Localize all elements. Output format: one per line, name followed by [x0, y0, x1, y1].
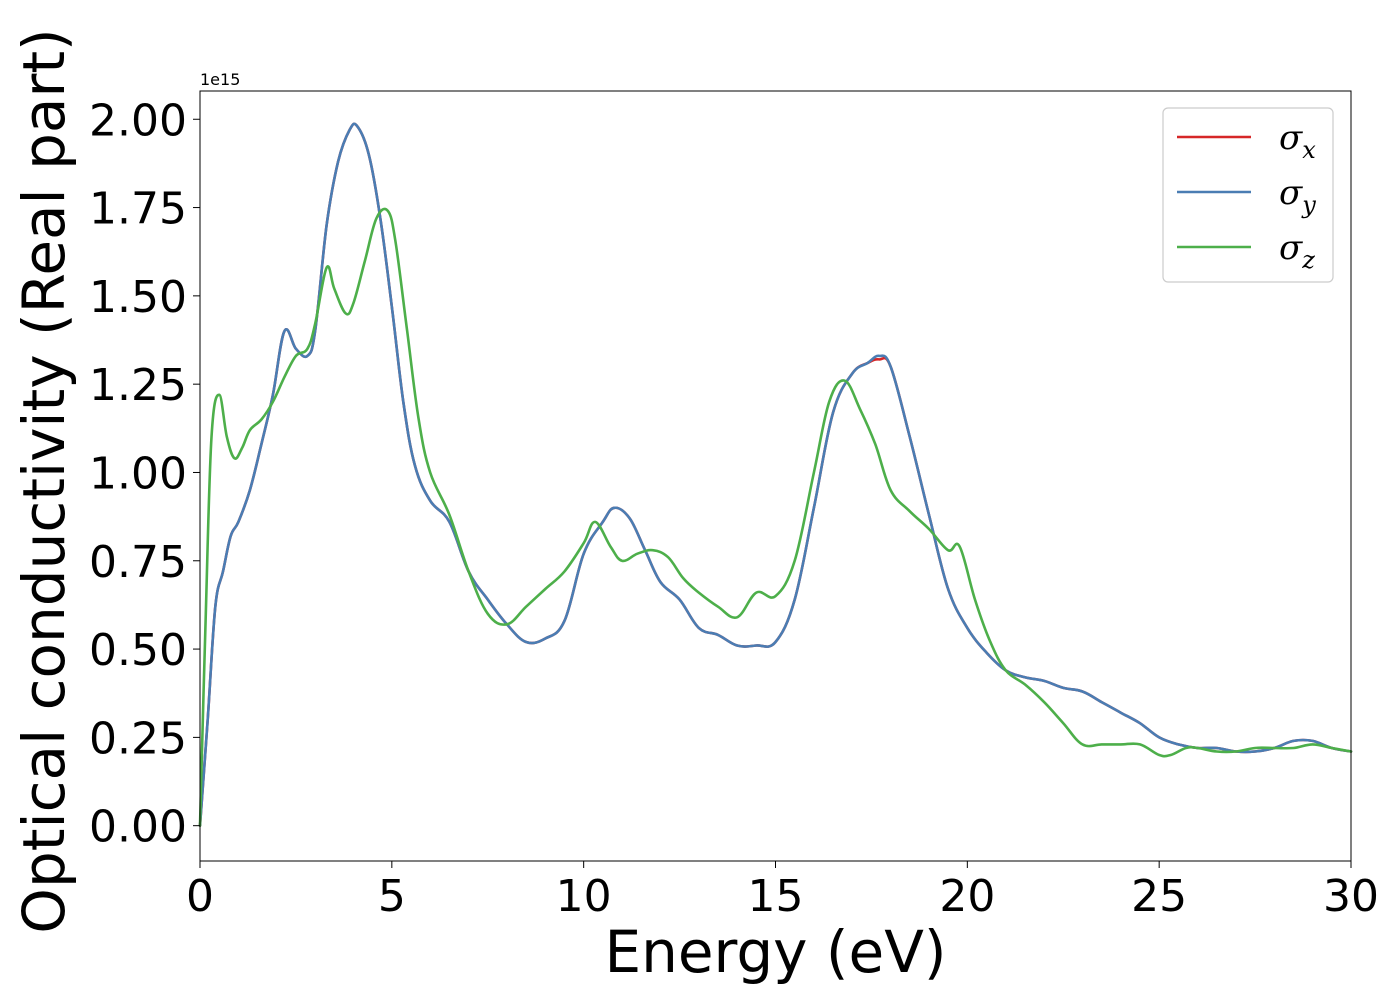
y-tick-label: 0.75 [89, 537, 187, 588]
legend-label-y: σy [1279, 173, 1316, 219]
x-tick-label: 5 [378, 871, 406, 922]
plot-lines [198, 122, 1353, 827]
y-tick-label: 1.25 [89, 360, 187, 411]
legend-label-x: σx [1279, 118, 1316, 164]
legend-symbol: σ [1279, 173, 1303, 213]
legend-box [1162, 107, 1334, 283]
y-axis-label: Optical conductivity (Real part) [10, 28, 78, 933]
series-line-z [198, 207, 1353, 827]
y-axis-ticks: 0.00 0.25 0.50 0.75 1.00 1.25 1.50 1.75 2.00 [89, 95, 200, 853]
x-tick-label: 20 [939, 871, 995, 922]
y-tick-label: 0.25 [89, 713, 187, 764]
series-line-y [198, 122, 1353, 827]
y-tick-label: 0.50 [89, 625, 187, 676]
x-tick-label: 10 [556, 871, 612, 922]
legend-symbol: σ [1279, 228, 1303, 268]
legend-subscript: y [1301, 191, 1316, 219]
y-axis-offset-label: 1e15 [200, 70, 240, 89]
x-tick-label: 15 [748, 871, 804, 922]
y-tick-label: 1.00 [89, 448, 187, 499]
y-tick-label: 1.50 [89, 272, 187, 323]
legend-label-z: σz [1279, 228, 1315, 274]
x-tick-label: 30 [1323, 871, 1379, 922]
x-tick-label: 25 [1131, 871, 1187, 922]
x-axis-ticks: 0 5 10 15 20 25 30 [186, 861, 1379, 922]
x-tick-label: 0 [186, 871, 214, 922]
y-tick-label: 2.00 [89, 95, 187, 146]
legend-subscript: x [1302, 136, 1316, 164]
legend-subscript: z [1301, 246, 1315, 274]
y-tick-label: 1.75 [89, 184, 187, 235]
x-axis-label: Energy (eV) [604, 918, 946, 986]
y-tick-label: 0.00 [89, 802, 187, 853]
legend-symbol: σ [1279, 118, 1303, 158]
